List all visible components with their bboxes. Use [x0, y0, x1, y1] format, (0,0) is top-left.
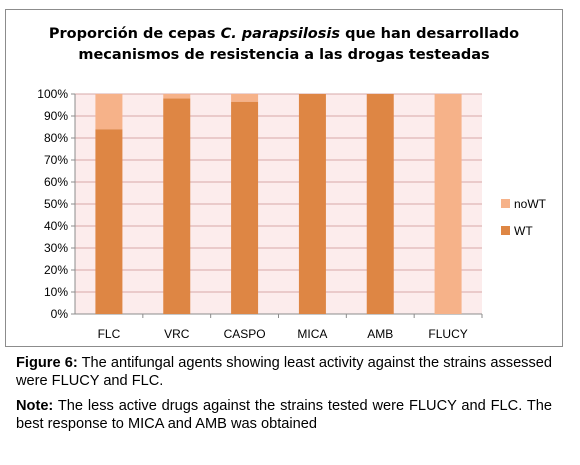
y-tick-label: 20% — [44, 263, 68, 277]
legend-swatch-wt — [501, 226, 510, 235]
bar-nowt — [231, 94, 259, 102]
bar-wt — [231, 101, 259, 314]
y-tick-label: 100% — [37, 87, 68, 101]
bar-wt — [298, 94, 326, 314]
note-caption: Note: The less active drugs against the … — [16, 397, 552, 433]
stacked-bar-chart: 0% 10% 20% 30% 40% 50% 60% 70% 80% 90% 100% FLC VRC C… — [37, 87, 547, 341]
y-tick-label: 0% — [51, 307, 69, 321]
bar-wt — [163, 98, 191, 315]
y-tick-label: 70% — [44, 153, 68, 167]
note-text: The less active drugs against the strain… — [16, 398, 552, 432]
x-tick-label: VRC — [164, 327, 190, 341]
legend-swatch-nowt — [501, 199, 510, 208]
y-tick-label: 90% — [44, 109, 68, 123]
y-tick-label: 10% — [44, 285, 68, 299]
bar-nowt — [434, 94, 462, 314]
x-tick-label: FLUCY — [428, 327, 467, 341]
legend-label-wt: WT — [514, 224, 533, 238]
x-tick-label: FLC — [98, 327, 121, 341]
chart-title-line-1: Proporción de cepas C. parapsilosis que … — [6, 24, 562, 45]
figure-caption: Figure 6: The antifungal agents showing … — [16, 354, 552, 390]
chart-title-line-2: mecanismos de resistencia a las drogas t… — [78, 47, 490, 63]
bar-wt — [366, 94, 394, 314]
bar-nowt — [163, 94, 191, 99]
chart-frame: Proporción de cepas C. parapsilosis que … — [5, 9, 563, 347]
chart-title-species: C. parapsilosis — [220, 26, 341, 42]
chart-title-suffix: que han desarrollado — [340, 26, 520, 42]
y-tick-label: 30% — [44, 241, 68, 255]
chart-title-prefix: Proporción de cepas — [48, 26, 221, 42]
bar-wt — [95, 129, 123, 314]
figure-caption-text: The antifungal agents showing least acti… — [16, 355, 553, 389]
y-tick-label: 80% — [44, 131, 68, 145]
x-tick-label: CASPO — [224, 327, 266, 341]
legend-label-nowt: noWT — [514, 197, 547, 211]
note-label: Note: — [16, 398, 54, 414]
y-tick-label: 50% — [44, 197, 68, 211]
chart-title: Proporción de cepas C. parapsilosis que … — [6, 24, 562, 66]
y-tick-label: 60% — [44, 175, 68, 189]
x-tick-label: MICA — [297, 327, 327, 341]
x-tick-label: AMB — [367, 327, 393, 341]
y-tick-label: 40% — [44, 219, 68, 233]
figure-caption-label: Figure 6: — [16, 355, 78, 371]
bar-nowt — [95, 94, 123, 130]
